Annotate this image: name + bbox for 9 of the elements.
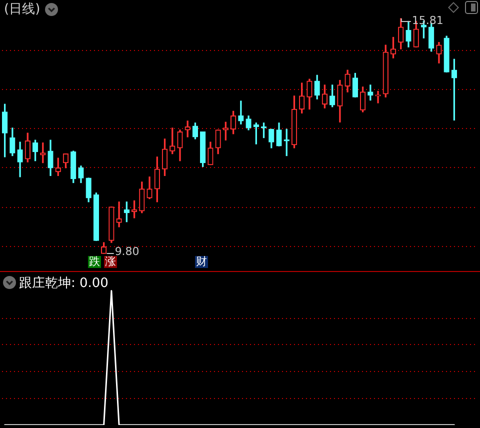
chart-title: 跟庄乾坤: 0.00 [19, 276, 108, 291]
chart-title: (日线) [4, 2, 40, 17]
candlestick [238, 100, 244, 124]
text: 涨 [104, 255, 118, 268]
candlestick [116, 202, 122, 228]
text: 跌 [88, 255, 102, 268]
text: 财 [194, 255, 208, 268]
annotation: 9.80 [114, 245, 140, 258]
annotation: 15.81 [412, 14, 444, 28]
